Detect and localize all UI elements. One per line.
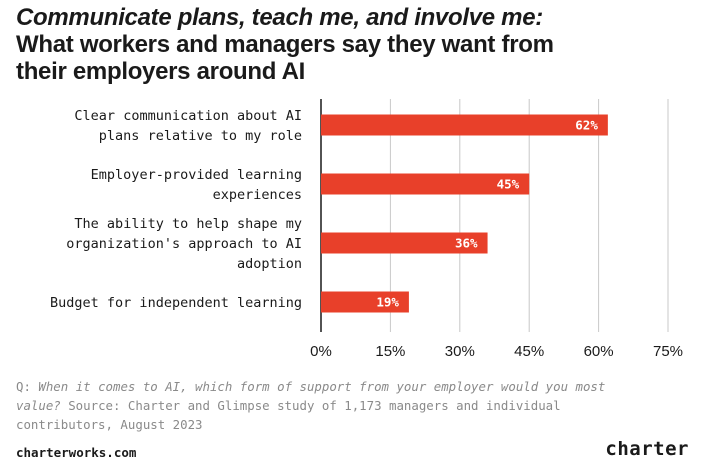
x-tick-label: 75%	[653, 343, 683, 360]
bar-value-label: 19%	[376, 295, 399, 310]
bar	[321, 291, 409, 313]
title-line-2: What workers and managers say they want …	[16, 31, 554, 85]
site-url[interactable]: charterworks.com	[16, 445, 137, 460]
footnote-question: When it comes to AI, which form of suppo…	[16, 379, 606, 413]
chart-title: Communicate plans, teach me, and involve…	[16, 4, 706, 85]
title-line-1: Communicate plans, teach me, and involve…	[16, 4, 543, 31]
x-tick-label: 15%	[375, 343, 405, 360]
bar-value-label: 36%	[455, 236, 478, 251]
bar	[321, 114, 608, 136]
x-tick-label: 30%	[445, 343, 475, 360]
x-tick-label: 45%	[514, 343, 544, 360]
chart-footnote: Q: When it comes to AI, which form of su…	[16, 377, 606, 434]
bar-value-label: 45%	[497, 177, 520, 192]
charter-logo: charter	[605, 438, 689, 460]
footnote-q-prefix: Q:	[16, 379, 39, 394]
x-tick-label: 0%	[310, 343, 332, 360]
category-label: The ability to help shape my organization…	[66, 216, 302, 272]
bar	[321, 232, 488, 254]
category-label: Budget for independent learning	[50, 295, 302, 311]
category-label: Employer-provided learning experiences	[91, 167, 302, 203]
bar-value-label: 62%	[575, 118, 598, 133]
category-label: Clear communication about AI plans relati…	[74, 108, 302, 144]
footnote-source: Source: Charter and Glimpse study of 1,1…	[16, 398, 561, 432]
bar	[321, 173, 530, 195]
x-tick-label: 60%	[584, 343, 614, 360]
